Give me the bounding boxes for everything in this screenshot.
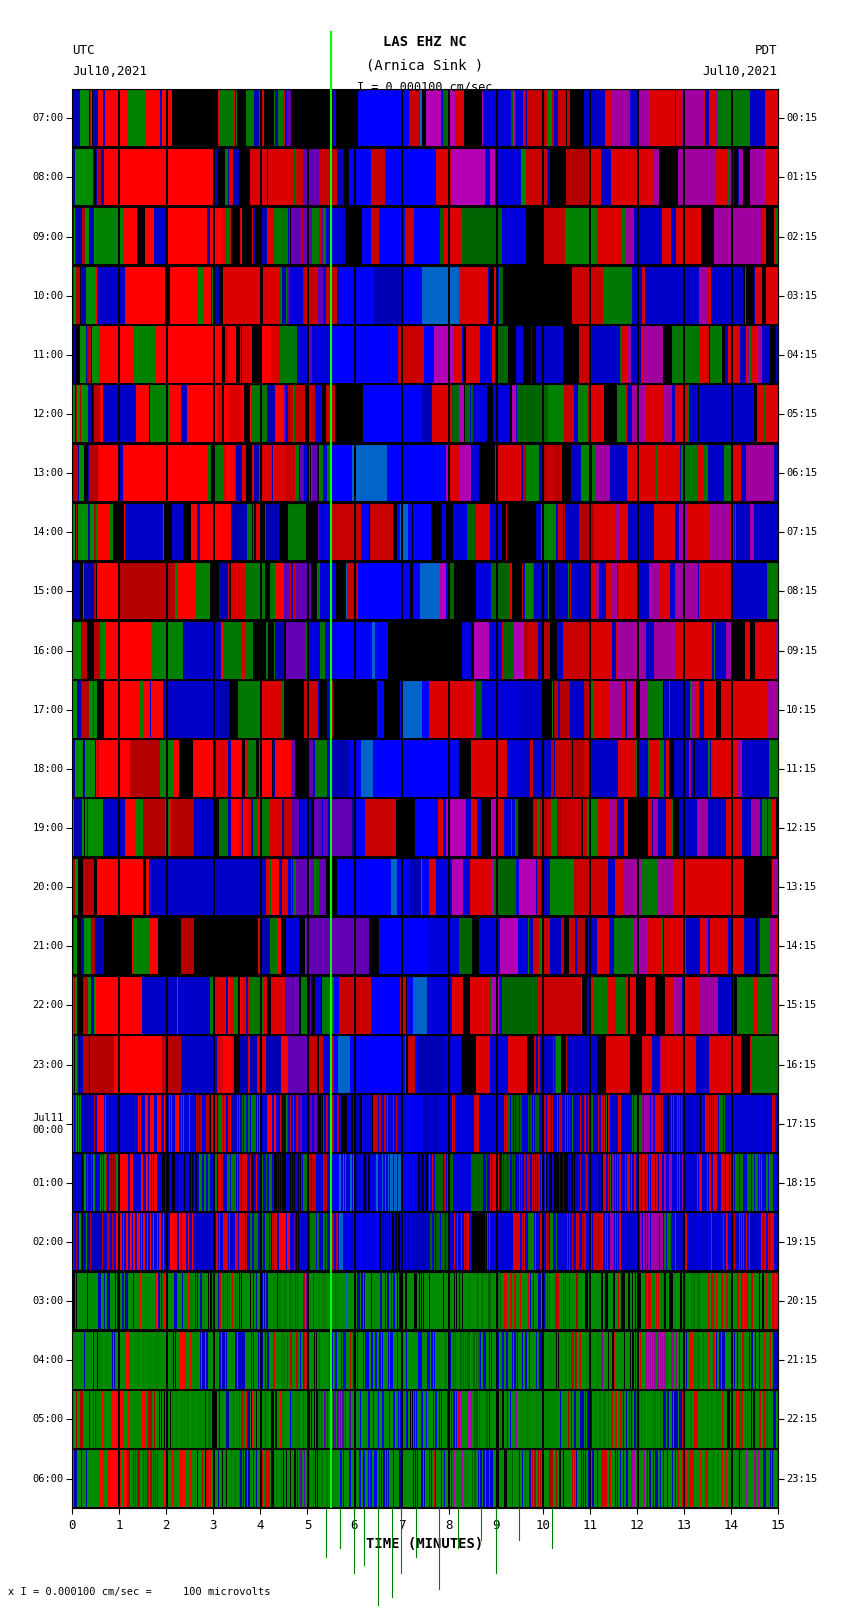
Text: I = 0.000100 cm/sec: I = 0.000100 cm/sec bbox=[357, 81, 493, 94]
X-axis label: TIME (MINUTES): TIME (MINUTES) bbox=[366, 1537, 484, 1552]
Text: (Arnica Sink ): (Arnica Sink ) bbox=[366, 58, 484, 73]
Text: Jul10,2021: Jul10,2021 bbox=[703, 65, 778, 77]
Text: PDT: PDT bbox=[756, 44, 778, 56]
Text: LAS EHZ NC: LAS EHZ NC bbox=[383, 35, 467, 50]
Text: Jul10,2021: Jul10,2021 bbox=[72, 65, 147, 77]
Text: x I = 0.000100 cm/sec =     100 microvolts: x I = 0.000100 cm/sec = 100 microvolts bbox=[8, 1587, 271, 1597]
Text: UTC: UTC bbox=[72, 44, 94, 56]
